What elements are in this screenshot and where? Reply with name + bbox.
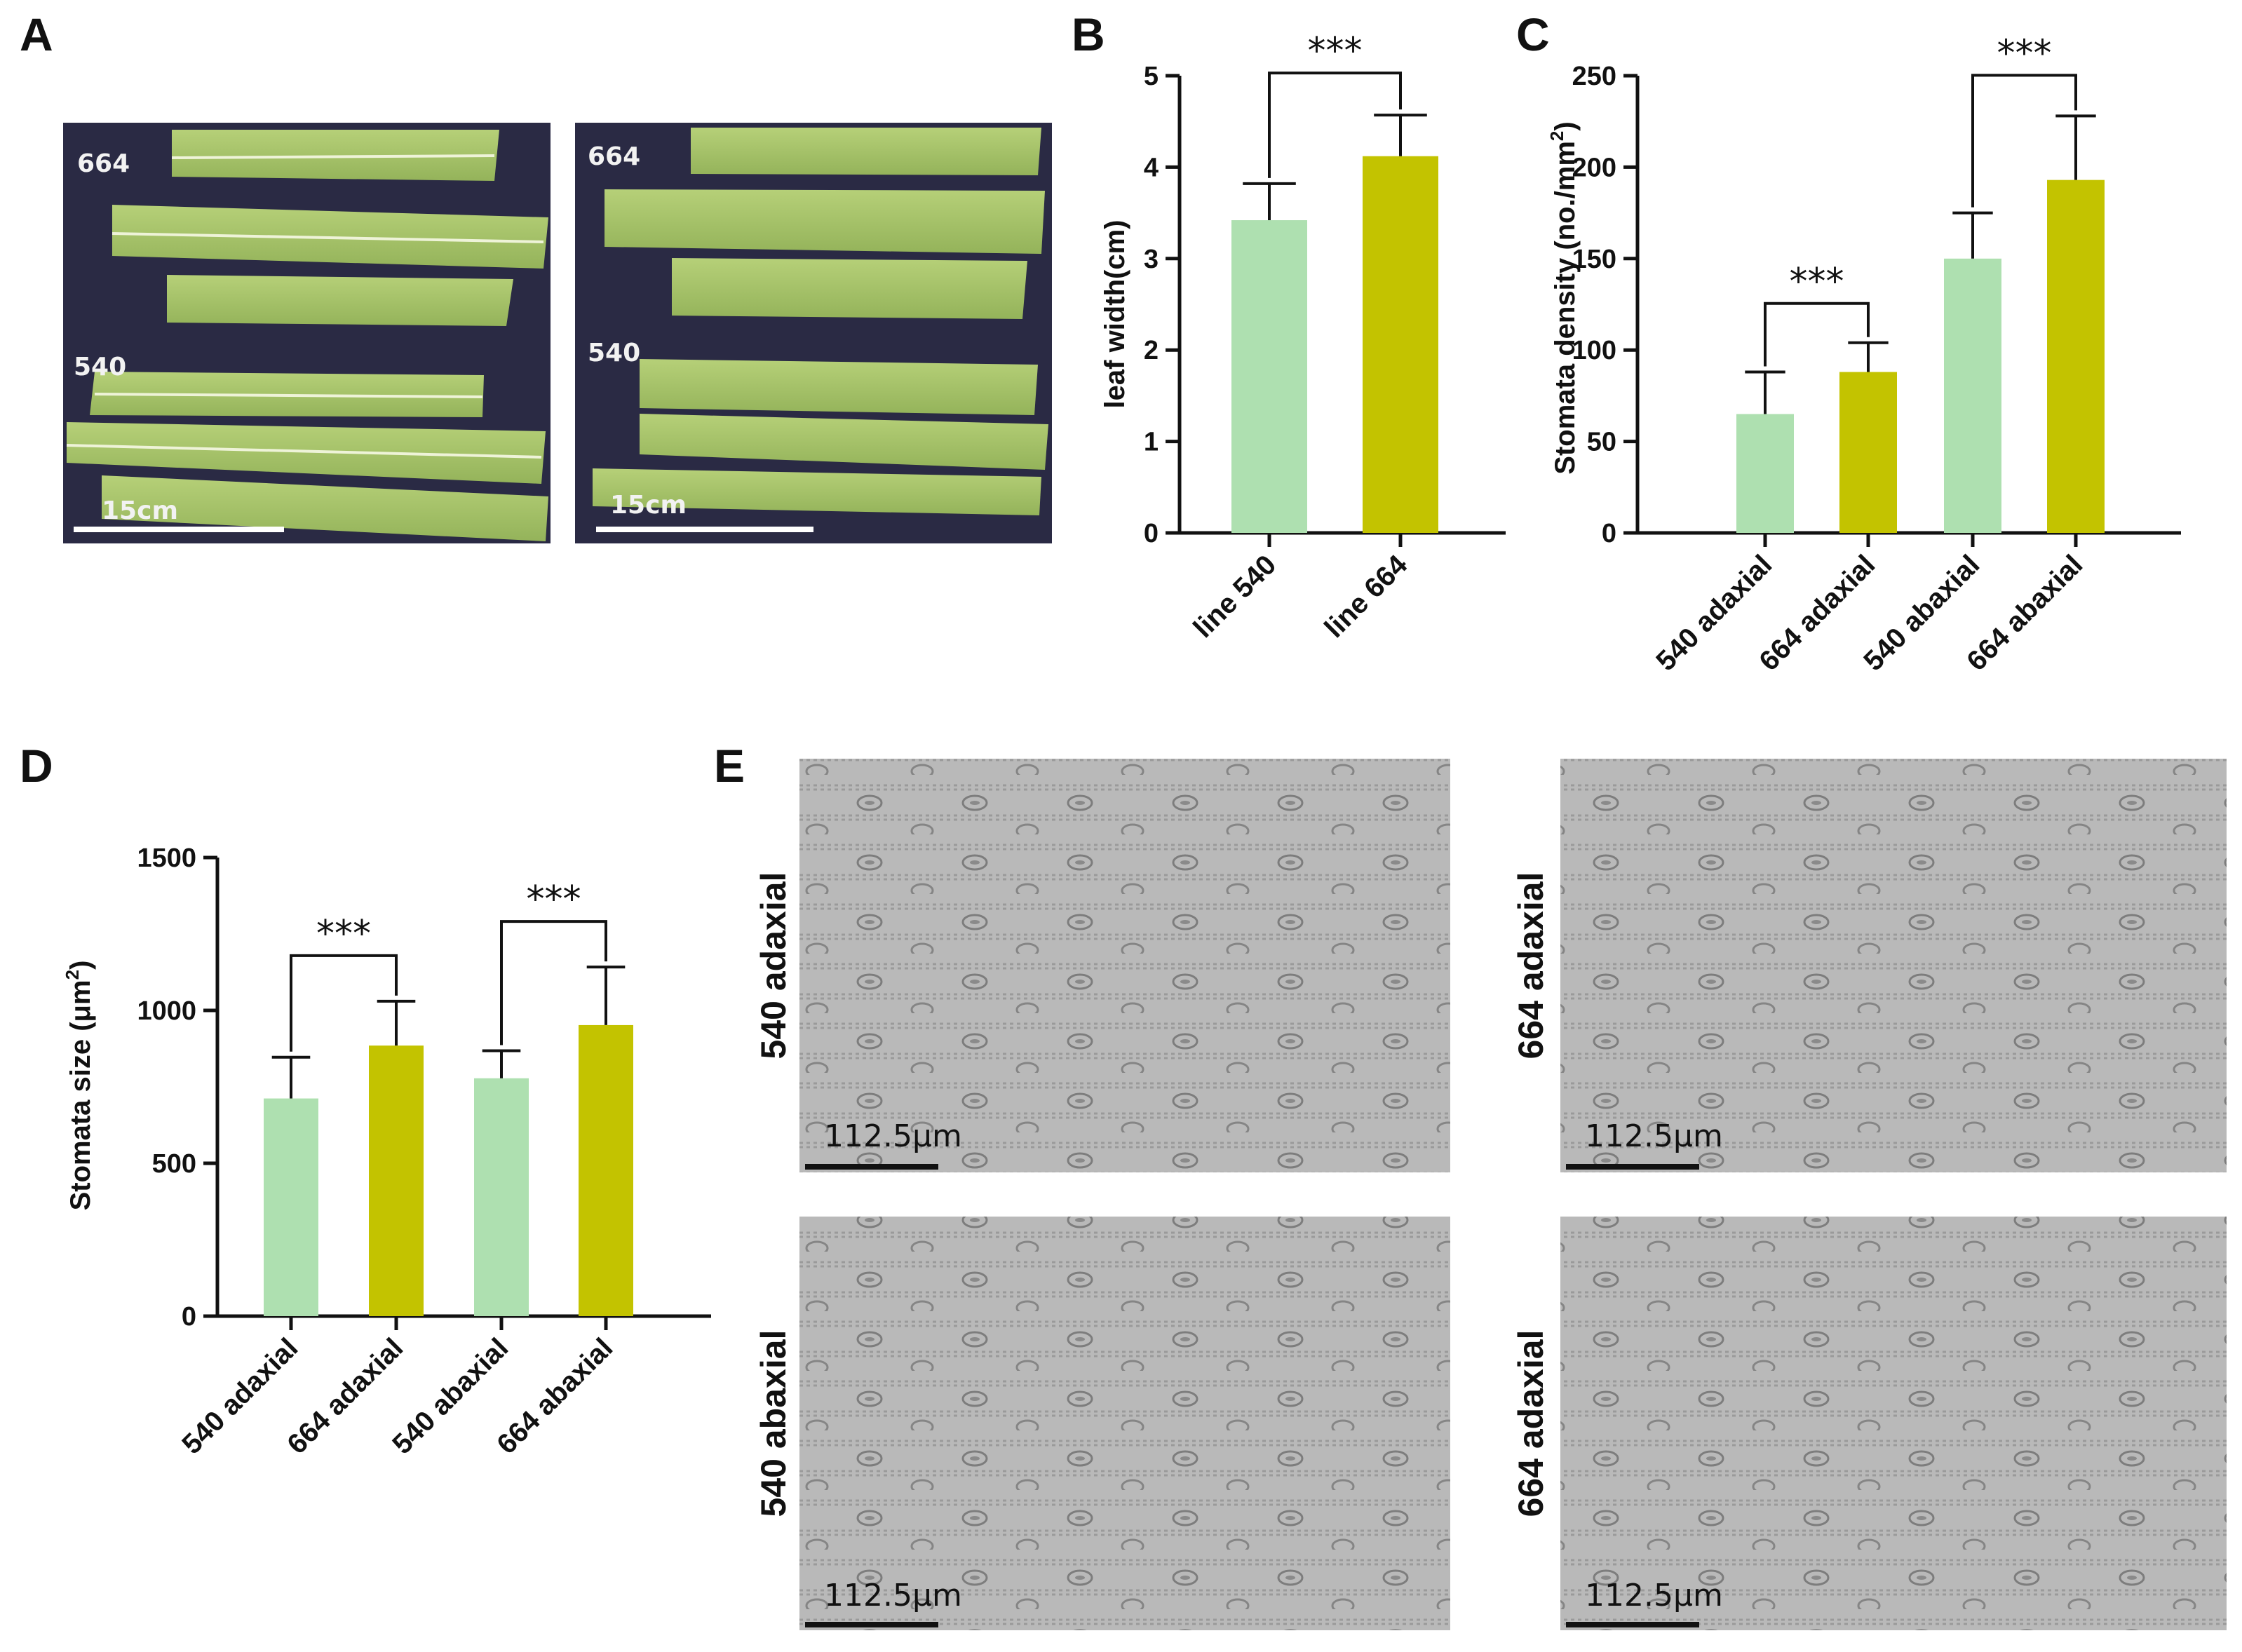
panel-letter-a: A: [20, 8, 53, 60]
chart-leaf-width: 0 1 2 3 4 5 *** line 540 line 664 leaf width(c…: [1100, 30, 1506, 644]
significance-label: ***: [316, 913, 371, 955]
chart-b-axes: [1177, 76, 1506, 535]
y-tick-label: 0: [1602, 519, 1616, 548]
significance-bracket: [1971, 74, 2077, 208]
chart-b-ylabel: leaf width(cm): [1100, 220, 1130, 409]
chart-d-ylabel: Stomata size (μm2): [62, 961, 96, 1211]
micrograph-scale-label: 112.5μm: [1585, 1118, 1723, 1154]
micrograph-540-adaxial: 112.5μm 540 adaxial: [754, 759, 1450, 1172]
leaf-tag-664: 664: [77, 149, 130, 178]
scale-bar-label: 15cm: [102, 496, 178, 525]
leaf-tag-664: 664: [588, 142, 640, 171]
leaf-tag-540: 540: [588, 339, 640, 367]
micrograph-label: 664 adaxial: [1511, 1330, 1551, 1517]
chart-d-error-bars: [271, 966, 626, 1099]
significance-label: ***: [1790, 261, 1844, 303]
micrograph-scale-label: 112.5μm: [824, 1578, 962, 1613]
chart-c-error-bars: [1745, 114, 2096, 414]
chart-c-ylabel: Stomata density (no./mm2): [1546, 121, 1581, 474]
y-tick-label: 3: [1144, 245, 1159, 274]
significance-label: ***: [1997, 32, 2052, 74]
x-tick-label: line 664: [1318, 549, 1413, 644]
micrograph-label: 540 abaxial: [754, 1330, 793, 1517]
panel-letter-c: C: [1516, 8, 1550, 60]
chart-c-yticks: 0 50 100 150 200 250: [1572, 62, 1637, 548]
bar: [264, 1098, 318, 1316]
significance-bracket: [1268, 72, 1402, 178]
micrograph-664-adaxial-2: 112.5μm 664 adaxial: [1511, 1217, 2227, 1630]
significance-bracket: [1764, 302, 1870, 367]
y-tick-label: 1000: [137, 996, 196, 1026]
y-tick-label: 200: [1572, 153, 1616, 182]
bar: [1231, 220, 1307, 533]
scale-bar-label: 15cm: [610, 491, 687, 520]
bar: [2047, 180, 2105, 533]
chart-c-significance: *** ***: [1764, 32, 2077, 367]
chart-b-xlabels: line 540 line 664: [1187, 533, 1414, 644]
bar: [474, 1078, 529, 1316]
y-tick-label: 1: [1144, 428, 1159, 457]
bar: [369, 1045, 424, 1316]
micrograph-scale-label: 112.5μm: [824, 1118, 962, 1154]
chart-d-significance: *** ***: [290, 879, 607, 1052]
chart-d-yticks: 0 500 1000 1500: [137, 844, 217, 1332]
bar: [1839, 372, 1897, 533]
chart-b-significance: ***: [1268, 30, 1402, 178]
panel-letter-e: E: [714, 740, 745, 792]
chart-b-error-bars: [1243, 114, 1427, 221]
leaf-tag-540: 540: [74, 353, 126, 381]
significance-bracket: [290, 954, 398, 1052]
bar: [579, 1024, 633, 1316]
y-tick-label: 4: [1144, 153, 1159, 182]
y-tick-label: 0: [182, 1302, 196, 1332]
bar: [1363, 156, 1438, 533]
micrograph-label: 540 adaxial: [754, 872, 793, 1059]
significance-label: ***: [1308, 30, 1363, 72]
significance-bracket: [500, 920, 607, 1045]
y-tick-label: 250: [1572, 62, 1616, 91]
bar: [1736, 414, 1794, 533]
y-tick-label: 1500: [137, 844, 196, 873]
leaf-photo-right: 664 540 15cm: [575, 123, 1052, 543]
chart-c-bars: [1736, 180, 2105, 533]
micrograph-664-adaxial: 112.5μm 664 adaxial: [1511, 759, 2227, 1172]
micrograph-label: 664 adaxial: [1511, 872, 1551, 1059]
panel-letter-b: B: [1072, 8, 1105, 60]
bar: [1944, 258, 2001, 533]
chart-b-bars: [1231, 156, 1438, 533]
y-tick-label: 5: [1144, 62, 1159, 91]
chart-b-yticks: 0 1 2 3 4 5: [1144, 62, 1180, 548]
micrograph-540-abaxial: 112.5μm 540 abaxial: [754, 1217, 1450, 1630]
y-tick-label: 50: [1587, 428, 1616, 457]
y-tick-label: 2: [1144, 336, 1159, 365]
chart-d-bars: [264, 1024, 633, 1316]
y-tick-label: 150: [1572, 245, 1616, 274]
y-tick-label: 500: [152, 1149, 196, 1179]
y-tick-label: 0: [1144, 519, 1159, 548]
leaf-photo-left: 664 540 15cm: [63, 123, 551, 543]
y-tick-label: 100: [1572, 336, 1616, 365]
x-tick-label: line 540: [1187, 549, 1282, 644]
micrograph-scale-label: 112.5μm: [1585, 1578, 1723, 1613]
panel-letter-d: D: [20, 740, 53, 792]
significance-label: ***: [527, 879, 581, 921]
